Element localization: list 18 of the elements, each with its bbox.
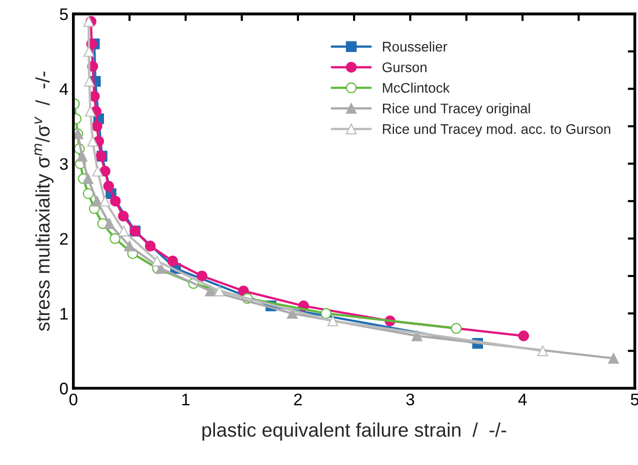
y-tick-label: 4 (60, 83, 68, 95)
x-tick-label: 4 (518, 394, 527, 406)
y-tick-label: 0 (60, 382, 68, 394)
y-axis-title: stress multiaxiality σ$^{m}$/σ$^{v}$ / -/- (34, 72, 54, 331)
legend-label: Gurson (382, 62, 426, 72)
x-tick-label: 2 (294, 394, 302, 406)
x-axis-title: plastic equivalent failure strain / -/- (202, 422, 506, 441)
y-tick-label: 5 (60, 8, 68, 20)
y-tick-label: 2 (60, 232, 68, 245)
legend-label: McClintock (382, 82, 450, 93)
x-tick-label: 0 (69, 394, 78, 406)
legend-label: Rousselier (382, 41, 448, 52)
y-tick-label: 3 (60, 158, 68, 170)
legend-label: Rice und Tracey mod. acc. to Gurson (382, 124, 610, 137)
legend-label: Rice und Tracey original (382, 103, 530, 116)
y-tick-label: 1 (60, 308, 68, 320)
x-tick-label: 1 (182, 394, 190, 406)
x-tick-label: 3 (406, 394, 414, 406)
